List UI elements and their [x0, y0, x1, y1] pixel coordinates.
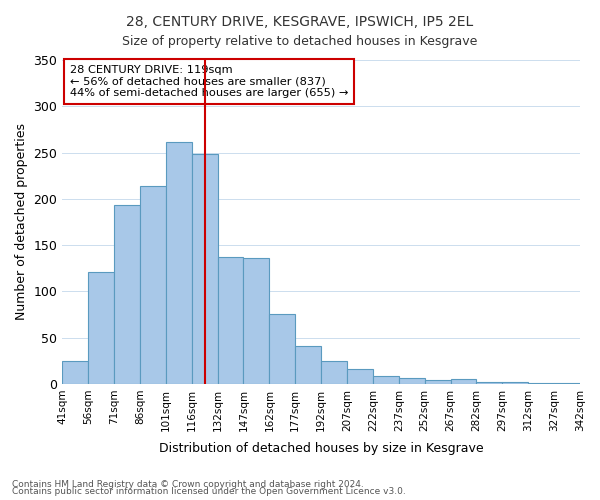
Y-axis label: Number of detached properties: Number of detached properties [15, 124, 28, 320]
Bar [295, 346, 321, 384]
Bar [140, 186, 166, 384]
Bar [114, 206, 140, 384]
Bar [373, 376, 399, 384]
Bar [554, 383, 580, 384]
Bar [347, 369, 373, 384]
Bar [269, 314, 295, 384]
Bar [166, 142, 192, 384]
Bar [192, 154, 218, 384]
Text: Contains HM Land Registry data © Crown copyright and database right 2024.: Contains HM Land Registry data © Crown c… [12, 480, 364, 489]
Text: 28 CENTURY DRIVE: 119sqm
← 56% of detached houses are smaller (837)
44% of semi-: 28 CENTURY DRIVE: 119sqm ← 56% of detach… [70, 64, 348, 98]
Bar [218, 257, 244, 384]
Text: Contains public sector information licensed under the Open Government Licence v3: Contains public sector information licen… [12, 487, 406, 496]
Bar [62, 361, 88, 384]
Bar [451, 380, 476, 384]
X-axis label: Distribution of detached houses by size in Kesgrave: Distribution of detached houses by size … [159, 442, 484, 455]
Bar [88, 272, 114, 384]
Bar [502, 382, 528, 384]
Bar [528, 383, 554, 384]
Bar [321, 361, 347, 384]
Bar [476, 382, 502, 384]
Text: Size of property relative to detached houses in Kesgrave: Size of property relative to detached ho… [122, 35, 478, 48]
Bar [244, 258, 269, 384]
Bar [425, 380, 451, 384]
Text: 28, CENTURY DRIVE, KESGRAVE, IPSWICH, IP5 2EL: 28, CENTURY DRIVE, KESGRAVE, IPSWICH, IP… [127, 15, 473, 29]
Bar [399, 378, 425, 384]
